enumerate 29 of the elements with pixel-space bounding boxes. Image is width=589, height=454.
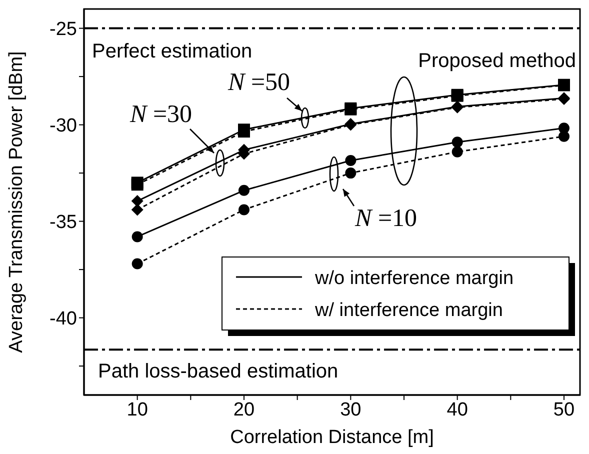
point — [558, 130, 570, 142]
annotation: N =30 — [129, 101, 192, 128]
ref-line-label: Path loss-based estimation — [98, 360, 338, 383]
y-tick-label: -35 — [50, 212, 77, 234]
point — [345, 155, 356, 166]
legend-label: w/ interference margin — [314, 300, 503, 321]
point — [131, 204, 144, 216]
legend-label: w/o interference margin — [314, 268, 514, 289]
annotation: N =50 — [227, 69, 290, 96]
point — [132, 258, 143, 270]
annotation: Proposed method — [418, 50, 576, 72]
x-tick-label: 50 — [553, 399, 575, 420]
point — [452, 136, 463, 148]
x-axis-title: Correlation Distance [m] — [230, 427, 434, 448]
point — [452, 146, 463, 158]
y-axis-title: Average Transmission Power [dBm] — [6, 51, 27, 353]
x-tick-label: 20 — [233, 399, 255, 420]
y-tick-label: -25 — [50, 19, 77, 40]
point — [238, 204, 250, 216]
y-tick-label: -30 — [50, 116, 77, 137]
x-tick-label: 40 — [446, 399, 468, 420]
point — [132, 231, 143, 242]
x-tick-label: 30 — [340, 399, 362, 420]
y-tick-label: -40 — [50, 308, 77, 330]
point — [238, 184, 250, 196]
point — [345, 168, 356, 179]
annotation: N =10 — [354, 205, 418, 232]
ref-line-label: Perfect estimation — [92, 40, 252, 62]
x-tick-label: 10 — [126, 399, 148, 420]
